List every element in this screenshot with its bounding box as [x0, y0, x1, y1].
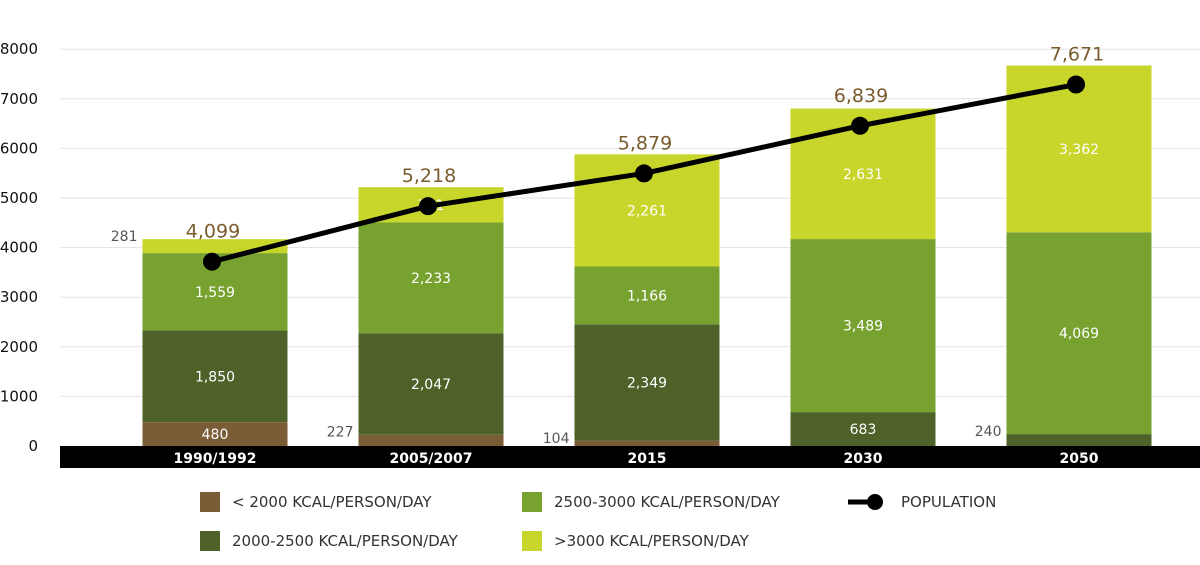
- segment-value-label: 2,349: [627, 376, 667, 392]
- legend-swatch: [200, 531, 220, 551]
- y-tick-label: 5000: [0, 189, 38, 207]
- legend-item-2000-2500: 2000-2500 KCAL/PERSON/DAY: [200, 531, 458, 551]
- segment-value-label: 683: [850, 422, 877, 438]
- segment-value-label: 2,631: [843, 167, 883, 183]
- segment-value-label: 240: [975, 424, 1002, 440]
- legend-label: POPULATION: [901, 493, 997, 511]
- population-value-label: 5,879: [618, 132, 672, 154]
- bar-segment: [358, 333, 504, 435]
- segment-value-label: 480: [202, 427, 229, 443]
- segment-value-label: 1,559: [195, 285, 235, 301]
- bar-segment: [790, 412, 936, 446]
- legend-label: 2000-2500 KCAL/PERSON/DAY: [232, 532, 458, 550]
- population-value-label: 6,839: [834, 85, 888, 107]
- y-tick-label: 1000: [0, 387, 38, 405]
- population-line-group: 4,099 5,218 5,879 6,839 7,671: [186, 44, 1104, 271]
- population-point: [851, 116, 869, 135]
- segment-value-label: 4,069: [1059, 326, 1099, 342]
- x-axis-categories: 1990/1992 2005/2007 2015 2030 2050: [173, 451, 1098, 467]
- x-category-label: 1990/1992: [173, 451, 256, 467]
- y-tick-label: 0: [28, 437, 38, 455]
- legend-item-over-3000: >3000 KCAL/PERSON/DAY: [522, 531, 749, 551]
- segment-value-label: 2,261: [627, 203, 667, 219]
- legend-item-2500-3000: 2500-3000 KCAL/PERSON/DAY: [522, 492, 780, 512]
- bar-segment: [790, 239, 936, 413]
- population-point: [203, 252, 221, 271]
- legend-swatch: [522, 531, 542, 551]
- legend-label: < 2000 KCAL/PERSON/DAY: [232, 493, 432, 511]
- x-category-label: 2005/2007: [389, 451, 472, 467]
- population-point: [419, 197, 437, 216]
- y-tick-label: 4000: [0, 239, 38, 257]
- y-tick-label: 2000: [0, 338, 38, 356]
- legend-label: 2500-3000 KCAL/PERSON/DAY: [554, 493, 780, 511]
- legend-item-under-2000: < 2000 KCAL/PERSON/DAY: [200, 492, 432, 512]
- bar-segment: [358, 222, 504, 334]
- population-value-label: 7,671: [1050, 44, 1104, 66]
- segment-value-label: 2,233: [411, 271, 451, 287]
- x-axis-band: [60, 446, 1200, 468]
- bar-segment: [574, 266, 720, 325]
- population-value-label: 5,218: [402, 165, 456, 187]
- population-value-label: 4,099: [186, 221, 240, 243]
- bar-segment: [142, 330, 288, 423]
- bar-segment: [574, 324, 720, 441]
- y-tick-label: 6000: [0, 139, 38, 157]
- segment-value-label: 1,850: [195, 369, 235, 385]
- segment-value-label: 3,362: [1059, 142, 1099, 158]
- x-category-label: 2030: [844, 451, 883, 467]
- bar-segment: [142, 422, 288, 446]
- population-point: [1067, 75, 1085, 94]
- legend-swatch: [522, 492, 542, 512]
- x-category-label: 2050: [1060, 451, 1099, 467]
- segment-value-label: 1,166: [627, 288, 667, 304]
- bar-segment: [574, 440, 720, 446]
- legend-label: >3000 KCAL/PERSON/DAY: [554, 532, 749, 550]
- bar-segment: [358, 434, 504, 446]
- bar-segment: [1006, 232, 1152, 435]
- segment-value-label: 2,047: [411, 377, 451, 393]
- segment-labels: 4801,8501,5592812272,0472,2337111042,349…: [111, 142, 1099, 447]
- population-line-icon: [848, 494, 883, 510]
- y-tick-label: 7000: [0, 90, 38, 108]
- segment-value-label: 104: [543, 431, 570, 447]
- bar-segment: [1006, 434, 1152, 446]
- legend-item-population: POPULATION: [845, 492, 996, 512]
- y-tick-label: 8000: [0, 40, 38, 58]
- segment-value-label: 281: [111, 229, 138, 245]
- legend-swatch: [200, 492, 220, 512]
- segment-value-label: 3,489: [843, 319, 883, 335]
- population-point: [635, 164, 653, 183]
- segment-value-label: 227: [327, 425, 354, 441]
- y-axis-ticks: 0 1000 2000 3000 4000 5000 6000 7000 8000: [0, 40, 38, 455]
- x-category-label: 2015: [628, 451, 667, 467]
- y-tick-label: 3000: [0, 288, 38, 306]
